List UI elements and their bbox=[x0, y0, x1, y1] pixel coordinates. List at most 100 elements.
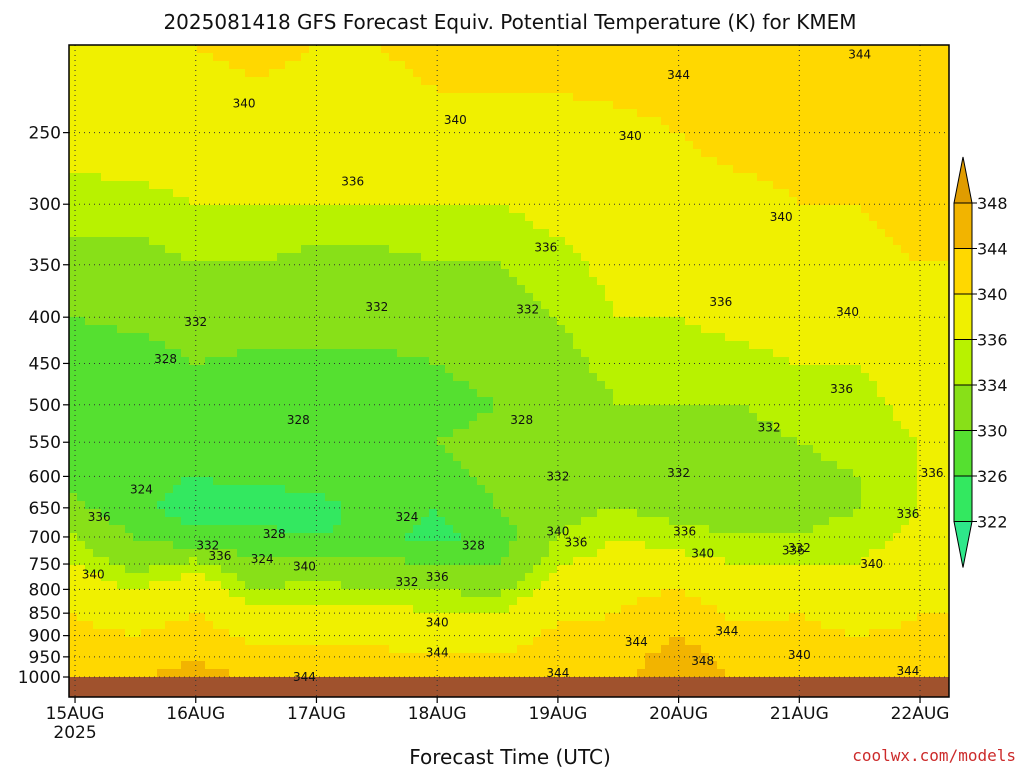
heat-cell bbox=[429, 277, 438, 286]
heat-cell bbox=[485, 309, 494, 318]
heat-cell bbox=[565, 141, 574, 150]
heat-cell bbox=[213, 373, 222, 382]
heat-cell bbox=[637, 317, 646, 326]
heat-cell bbox=[685, 221, 694, 230]
heat-cell bbox=[717, 93, 726, 102]
heat-cell bbox=[829, 85, 838, 94]
heat-cell bbox=[917, 197, 926, 206]
heat-cell bbox=[485, 189, 494, 198]
heat-cell bbox=[821, 269, 830, 278]
heat-cell bbox=[837, 397, 846, 406]
heat-cell bbox=[357, 309, 366, 318]
heat-cell bbox=[557, 69, 566, 78]
heat-cell bbox=[317, 117, 326, 126]
heat-cell bbox=[693, 253, 702, 262]
heat-cell bbox=[277, 149, 286, 158]
heat-cell bbox=[917, 373, 926, 382]
heat-cell bbox=[317, 141, 326, 150]
heat-cell bbox=[725, 149, 734, 158]
heat-cell bbox=[269, 349, 278, 358]
heat-cell bbox=[229, 229, 238, 238]
heat-cell bbox=[469, 93, 478, 102]
heat-cell bbox=[525, 165, 534, 174]
heat-cell bbox=[941, 181, 949, 190]
heat-cell bbox=[541, 117, 550, 126]
heat-cell bbox=[293, 197, 302, 206]
heat-cell bbox=[933, 333, 942, 342]
heat-cell bbox=[797, 373, 806, 382]
heat-cell bbox=[421, 45, 430, 54]
heat-cell bbox=[429, 397, 438, 406]
heat-cell bbox=[813, 245, 822, 254]
heat-cell bbox=[549, 101, 558, 110]
heat-cell bbox=[589, 293, 598, 302]
heat-cell bbox=[909, 213, 918, 222]
heat-cell bbox=[669, 301, 678, 310]
heat-cell bbox=[701, 53, 710, 62]
heat-cell bbox=[837, 301, 846, 310]
heat-cell bbox=[301, 213, 310, 222]
heat-cell bbox=[237, 293, 246, 302]
heat-cell bbox=[373, 285, 382, 294]
heat-cell bbox=[629, 309, 638, 318]
heat-cell bbox=[853, 53, 862, 62]
heat-cell bbox=[781, 189, 790, 198]
heat-cell bbox=[197, 45, 206, 54]
heat-cell bbox=[133, 333, 142, 342]
heat-cell bbox=[221, 237, 230, 246]
heat-cell bbox=[893, 149, 902, 158]
heat-cell bbox=[573, 365, 582, 374]
heat-cell bbox=[749, 69, 758, 78]
heat-cell bbox=[693, 69, 702, 78]
heat-cell bbox=[645, 45, 654, 54]
heat-cell bbox=[173, 309, 182, 318]
heat-cell bbox=[253, 221, 262, 230]
heat-cell bbox=[837, 101, 846, 110]
heat-cell bbox=[365, 389, 374, 398]
heat-cell bbox=[797, 165, 806, 174]
heat-cell bbox=[485, 349, 494, 358]
heat-cell bbox=[509, 309, 518, 318]
heat-cell bbox=[341, 53, 350, 62]
heat-cell bbox=[165, 405, 174, 414]
heat-cell bbox=[285, 157, 294, 166]
heat-cell bbox=[557, 85, 566, 94]
heat-cell bbox=[653, 197, 662, 206]
heat-cell bbox=[677, 205, 686, 214]
heat-cell bbox=[589, 277, 598, 286]
heat-cell bbox=[261, 285, 270, 294]
heat-cell bbox=[493, 101, 502, 110]
heat-cell bbox=[725, 365, 734, 374]
heat-cell bbox=[213, 229, 222, 238]
heat-cell bbox=[941, 93, 949, 102]
heat-cell bbox=[757, 389, 766, 398]
heat-cell bbox=[909, 333, 918, 342]
heat-cell bbox=[749, 341, 758, 350]
heat-cell bbox=[93, 165, 102, 174]
heat-cell bbox=[789, 317, 798, 326]
heat-cell bbox=[309, 365, 318, 374]
heat-cell bbox=[781, 245, 790, 254]
heat-cell bbox=[557, 341, 566, 350]
heat-cell bbox=[717, 205, 726, 214]
heat-cell bbox=[237, 133, 246, 142]
heat-cell bbox=[941, 221, 949, 230]
heat-cell bbox=[573, 45, 582, 54]
heat-cell bbox=[381, 45, 390, 54]
heat-cell bbox=[309, 149, 318, 158]
heat-cell bbox=[533, 229, 542, 238]
heat-cell bbox=[629, 349, 638, 358]
heat-cell bbox=[797, 333, 806, 342]
heat-cell bbox=[621, 69, 630, 78]
heat-cell bbox=[573, 389, 582, 398]
heat-cell bbox=[133, 341, 142, 350]
heat-cell bbox=[549, 181, 558, 190]
heat-cell bbox=[493, 205, 502, 214]
heat-cell bbox=[309, 293, 318, 302]
heat-cell bbox=[485, 397, 494, 406]
heat-cell bbox=[877, 237, 886, 246]
heat-cell bbox=[389, 349, 398, 358]
heat-cell bbox=[309, 85, 318, 94]
heat-cell bbox=[261, 317, 270, 326]
heat-cell bbox=[205, 333, 214, 342]
